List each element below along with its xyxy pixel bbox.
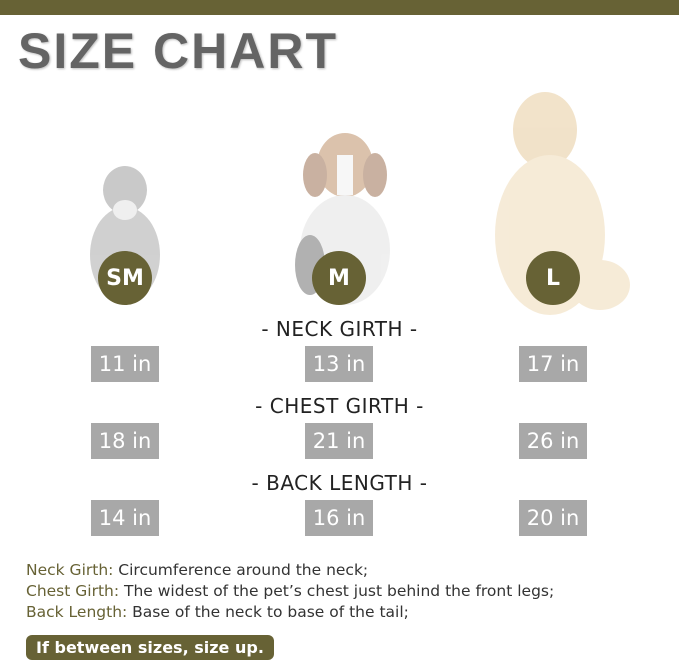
size-tip-badge: If between sizes, size up.	[26, 635, 274, 660]
definition-neck: Neck Girth: Circumference around the nec…	[26, 561, 369, 579]
definition-back: Back Length: Base of the neck to base of…	[26, 603, 409, 621]
back-length-heading: - BACK LENGTH -	[251, 471, 428, 495]
size-badge-l: L	[526, 251, 580, 305]
neck-value-l: 17 in	[519, 346, 587, 382]
chest-value-sm: 18 in	[91, 423, 159, 459]
neck-value-sm: 11 in	[91, 346, 159, 382]
chest-value-m: 21 in	[305, 423, 373, 459]
back-value-m: 16 in	[305, 500, 373, 536]
top-bar	[0, 0, 679, 15]
definition-chest: Chest Girth: The widest of the pet’s che…	[26, 582, 555, 600]
neck-girth-heading: - NECK GIRTH -	[261, 317, 418, 341]
chest-girth-heading: - CHEST GIRTH -	[255, 394, 424, 418]
size-badge-sm: SM	[98, 251, 152, 305]
back-value-l: 20 in	[519, 500, 587, 536]
page-title: SIZE CHART	[18, 23, 338, 79]
size-badge-m: M	[312, 251, 366, 305]
definitions: Neck Girth: Circumference around the nec…	[26, 560, 554, 623]
neck-value-m: 13 in	[305, 346, 373, 382]
chest-value-l: 26 in	[519, 423, 587, 459]
back-value-sm: 14 in	[91, 500, 159, 536]
